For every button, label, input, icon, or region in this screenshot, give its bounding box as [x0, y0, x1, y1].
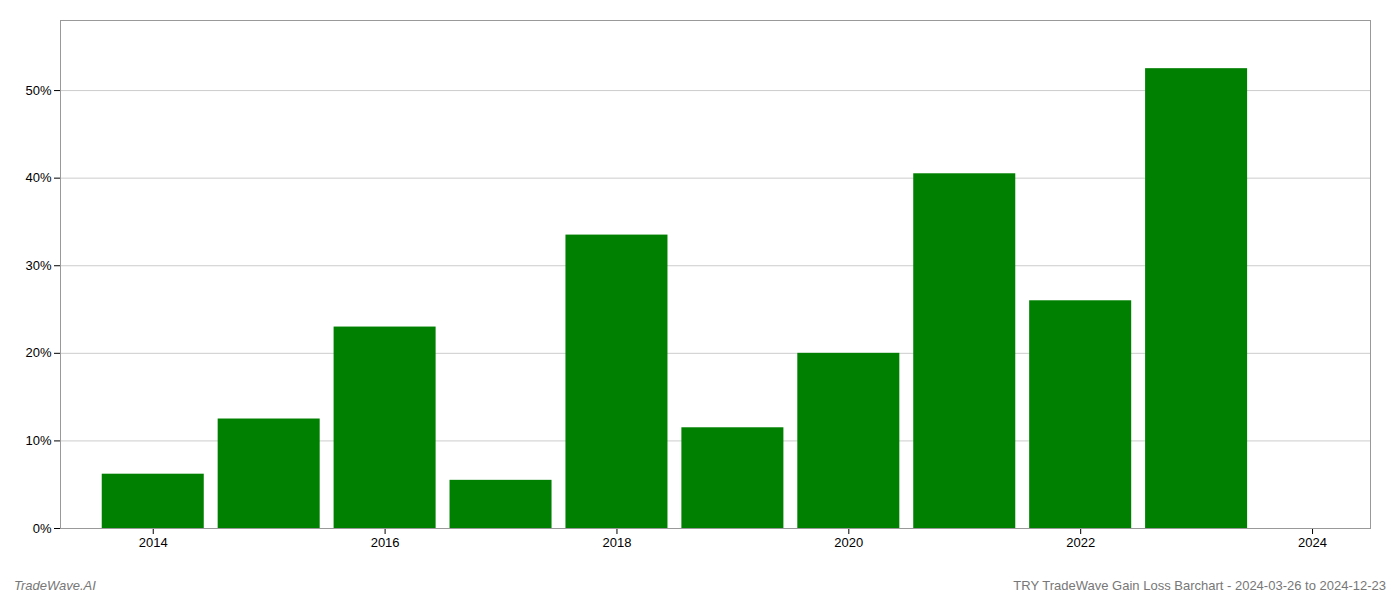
svg-text:2020: 2020 [834, 535, 863, 550]
html-text:TradeWave.AI: TradeWave.AI [14, 577, 96, 593]
svg-text:2024: 2024 [1298, 535, 1327, 550]
svg-text:2016: 2016 [371, 535, 400, 550]
svg-text:0%: 0% [33, 521, 52, 536]
svg-text:10%: 10% [25, 433, 51, 448]
svg-text:30%: 30% [25, 258, 51, 273]
svg-text:2022: 2022 [1066, 535, 1095, 550]
svg-text:2014: 2014 [139, 535, 168, 550]
html-text:TRY TradeWave Gain Loss Barcha: TRY TradeWave Gain Loss Barchart - 2024-… [1013, 577, 1386, 593]
svg-text:2018: 2018 [602, 535, 631, 550]
svg-text:20%: 20% [25, 345, 51, 360]
svg-text:40%: 40% [25, 170, 51, 185]
svg-text:50%: 50% [25, 83, 51, 98]
